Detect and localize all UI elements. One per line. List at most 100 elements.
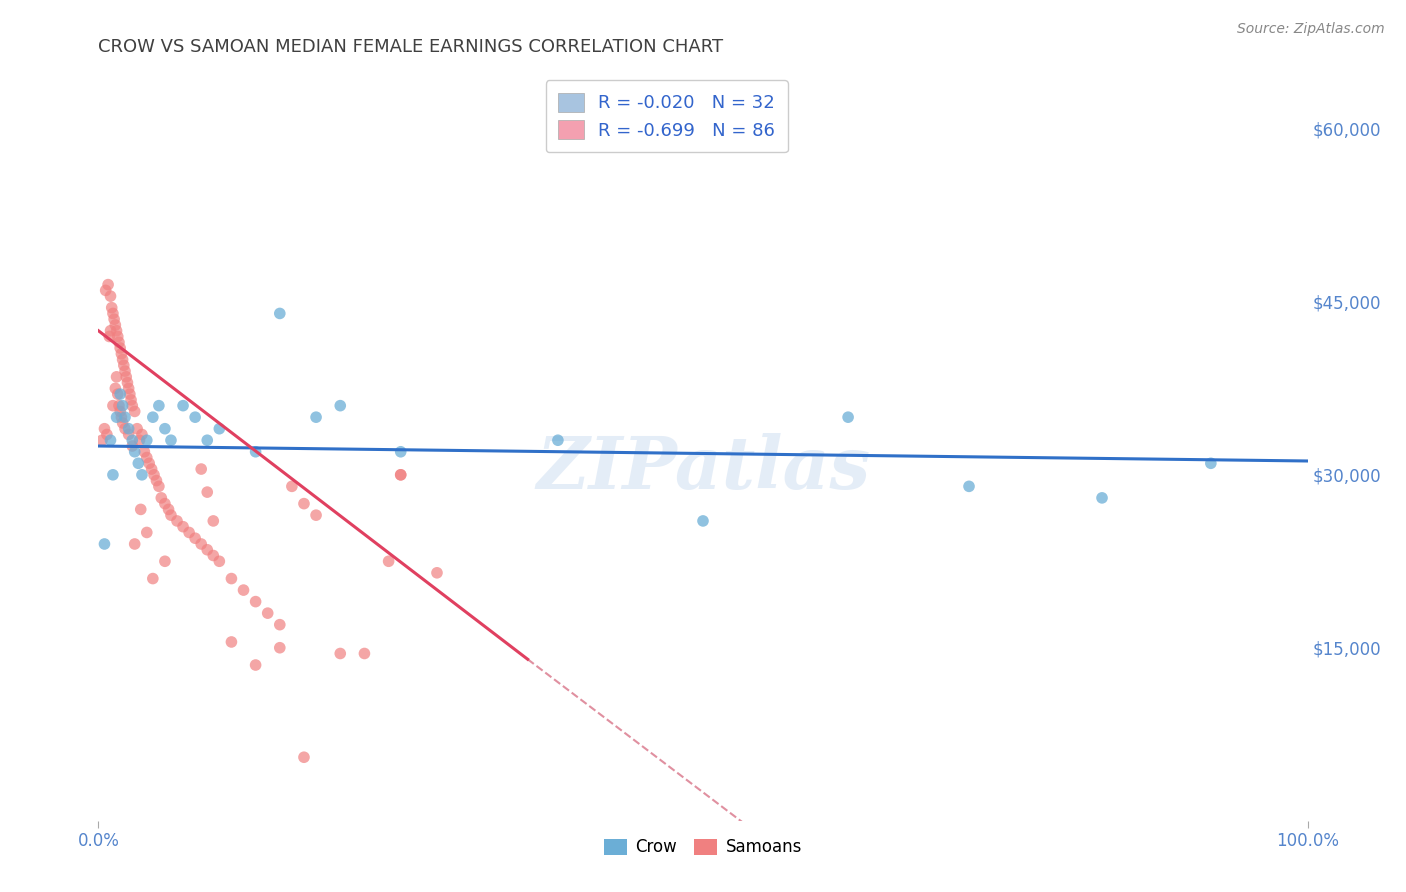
- Point: [292, 750, 315, 764]
- Point: [153, 554, 176, 568]
- Point: [232, 583, 254, 598]
- Point: [93, 537, 115, 551]
- Text: Source: ZipAtlas.com: Source: ZipAtlas.com: [1237, 22, 1385, 37]
- Point: [96, 427, 118, 442]
- Point: [100, 289, 122, 303]
- Point: [105, 369, 128, 384]
- Point: [153, 497, 176, 511]
- Point: [202, 549, 225, 563]
- Point: [117, 376, 139, 390]
- Point: [118, 387, 141, 401]
- Point: [121, 439, 143, 453]
- Point: [135, 525, 157, 540]
- Point: [145, 474, 167, 488]
- Point: [100, 324, 122, 338]
- Point: [118, 381, 141, 395]
- Point: [190, 462, 212, 476]
- Legend: Crow, Samoans: Crow, Samoans: [596, 830, 810, 864]
- Point: [134, 444, 156, 458]
- Point: [112, 359, 135, 373]
- Point: [184, 531, 207, 545]
- Point: [329, 399, 352, 413]
- Point: [190, 537, 212, 551]
- Point: [195, 434, 218, 448]
- Point: [692, 514, 714, 528]
- Point: [110, 410, 132, 425]
- Point: [195, 542, 218, 557]
- Point: [111, 399, 134, 413]
- Point: [100, 434, 122, 448]
- Point: [107, 387, 129, 401]
- Point: [108, 404, 131, 418]
- Point: [329, 647, 352, 661]
- Point: [292, 497, 315, 511]
- Point: [121, 434, 143, 448]
- Point: [142, 410, 165, 425]
- Point: [101, 399, 124, 413]
- Point: [114, 422, 136, 436]
- Point: [221, 572, 243, 586]
- Text: CROW VS SAMOAN MEDIAN FEMALE EARNINGS CORRELATION CHART: CROW VS SAMOAN MEDIAN FEMALE EARNINGS CO…: [98, 38, 724, 56]
- Point: [143, 467, 166, 482]
- Point: [389, 467, 412, 482]
- Point: [111, 416, 134, 430]
- Point: [108, 399, 131, 413]
- Point: [221, 635, 243, 649]
- Point: [98, 329, 121, 343]
- Point: [148, 399, 170, 413]
- Point: [101, 306, 124, 320]
- Point: [91, 434, 114, 448]
- Point: [153, 422, 176, 436]
- Point: [195, 485, 218, 500]
- Point: [118, 427, 141, 442]
- Point: [184, 410, 207, 425]
- Point: [245, 594, 267, 608]
- Point: [837, 410, 859, 425]
- Point: [100, 301, 122, 315]
- Point: [305, 508, 328, 523]
- Point: [114, 364, 136, 378]
- Point: [305, 410, 328, 425]
- Point: [166, 514, 188, 528]
- Point: [245, 444, 267, 458]
- Point: [1091, 491, 1114, 505]
- Point: [135, 434, 157, 448]
- Point: [105, 324, 128, 338]
- Point: [114, 410, 136, 425]
- Point: [103, 312, 125, 326]
- Point: [208, 422, 231, 436]
- Point: [157, 502, 180, 516]
- Point: [108, 387, 131, 401]
- Point: [138, 456, 160, 470]
- Point: [94, 284, 117, 298]
- Point: [111, 352, 134, 367]
- Point: [172, 399, 194, 413]
- Point: [426, 566, 449, 580]
- Text: ZIPatlas: ZIPatlas: [536, 433, 870, 504]
- Point: [148, 479, 170, 493]
- Point: [97, 277, 120, 292]
- Point: [353, 647, 375, 661]
- Point: [121, 399, 143, 413]
- Point: [208, 554, 231, 568]
- Point: [957, 479, 980, 493]
- Point: [547, 434, 569, 448]
- Point: [256, 606, 278, 620]
- Point: [118, 422, 141, 436]
- Point: [108, 335, 131, 350]
- Point: [202, 514, 225, 528]
- Point: [107, 329, 129, 343]
- Point: [142, 572, 165, 586]
- Point: [269, 306, 291, 320]
- Point: [281, 479, 304, 493]
- Point: [389, 467, 412, 482]
- Point: [120, 392, 142, 407]
- Point: [124, 537, 146, 551]
- Point: [127, 456, 149, 470]
- Point: [160, 434, 183, 448]
- Point: [124, 444, 146, 458]
- Point: [135, 450, 157, 465]
- Point: [245, 658, 267, 673]
- Point: [377, 554, 399, 568]
- Point: [101, 467, 124, 482]
